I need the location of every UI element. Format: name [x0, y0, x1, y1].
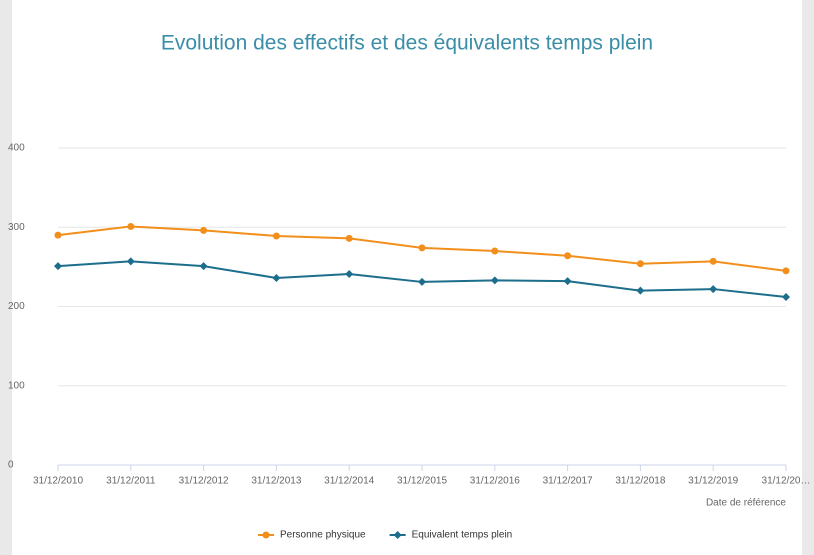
point: [490, 276, 499, 285]
x-tick-label: 31/12/2011: [106, 476, 156, 487]
y-tick-label: 100: [8, 380, 25, 391]
panel: [12, 0, 802, 555]
point: [418, 244, 426, 252]
point: [345, 270, 354, 279]
y-tick-label: 300: [8, 222, 25, 233]
point: [709, 285, 718, 294]
legend-marker: [393, 531, 402, 539]
point: [272, 273, 281, 282]
x-tick-label: 31/12/2018: [615, 476, 665, 487]
point: [782, 267, 790, 275]
legend-label: Personne physique: [280, 530, 366, 541]
x-tick-label: 31/12/2019: [688, 476, 738, 487]
chart-title: Evolution des effectifs et des équivalen…: [161, 32, 653, 55]
x-tick-label: 31/12/2016: [470, 476, 520, 487]
y-tick-label: 0: [8, 460, 14, 471]
point: [563, 277, 572, 286]
point: [126, 257, 135, 266]
point: [272, 232, 280, 240]
y-tick-label: 200: [8, 301, 25, 312]
legend-label: Equivalent temps plein: [412, 530, 513, 541]
point: [782, 292, 790, 301]
x-tick-label: 31/12/2012: [179, 476, 229, 487]
x-tick-label: 31/12/2010: [33, 476, 83, 487]
legend-marker: [262, 531, 270, 539]
x-tick-label: 31/12/2015: [397, 476, 447, 487]
point: [418, 277, 426, 286]
legend: Personne physique Equivalent temps plein: [258, 530, 512, 541]
point: [636, 286, 645, 295]
point: [564, 252, 572, 260]
y-tick-label: 400: [8, 143, 25, 154]
point: [199, 262, 208, 271]
point: [709, 257, 717, 265]
x-tick-label: 31/12/20…: [762, 476, 811, 487]
point: [200, 226, 208, 234]
point: [636, 260, 644, 268]
point: [491, 247, 499, 255]
point: [127, 222, 135, 230]
x-tick-label: 31/12/2017: [543, 476, 593, 487]
point: [345, 234, 353, 242]
x-tick-label: 31/12/2013: [251, 476, 301, 487]
x-tick-label: 31/12/2014: [324, 476, 374, 487]
point: [54, 262, 62, 271]
x-axis-title: Date de référence: [706, 498, 786, 509]
point: [54, 231, 62, 239]
